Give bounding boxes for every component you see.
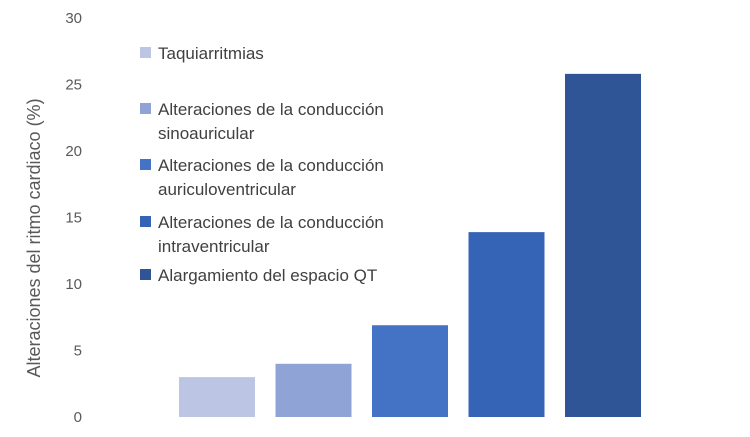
legend-item-2: Alteraciones de la conducción sinoauricul…: [140, 100, 384, 143]
bar-5: [565, 73, 641, 418]
legend-swatch: [140, 216, 151, 227]
legend: Taquiarritmias Alteraciones de la conducc…: [140, 44, 384, 285]
legend-label: Alteraciones de la conducción sinoauricul…: [158, 100, 384, 143]
legend-item-4: Alteraciones de la conducción intraventri…: [140, 213, 384, 256]
y-tick-label: 20: [65, 143, 82, 160]
y-tick-label: 5: [74, 343, 82, 360]
y-tick-label: 0: [74, 409, 82, 426]
y-tick-label: 30: [65, 10, 82, 27]
legend-swatch: [140, 269, 151, 280]
legend-swatch: [140, 103, 151, 114]
legend-label: Taquiarritmias: [158, 44, 264, 63]
legend-item-1: Taquiarritmias: [140, 44, 264, 63]
legend-label: Alteraciones de la conducción intraventri…: [158, 213, 384, 256]
bars: [179, 73, 641, 418]
legend-swatch: [140, 159, 151, 170]
bar-4: [468, 232, 545, 417]
y-axis-label: Alteraciones del ritmo cardiaco (%): [24, 98, 44, 377]
y-tick-label: 15: [65, 210, 82, 227]
y-axis-ticks: 0 5 10 15 20 25 30: [65, 10, 82, 426]
bar-2: [275, 363, 352, 417]
bar-1: [179, 377, 255, 417]
legend-swatch: [140, 47, 151, 58]
legend-label: Alteraciones de la conducción auriculoven…: [158, 156, 384, 199]
y-tick-label: 10: [65, 276, 82, 293]
legend-label: Alargamiento del espacio QT: [158, 266, 377, 285]
legend-item-3: Alteraciones de la conducción auriculoven…: [140, 156, 384, 199]
legend-item-5: Alargamiento del espacio QT: [140, 266, 377, 285]
bar-3: [372, 325, 448, 417]
y-tick-label: 25: [65, 77, 82, 94]
